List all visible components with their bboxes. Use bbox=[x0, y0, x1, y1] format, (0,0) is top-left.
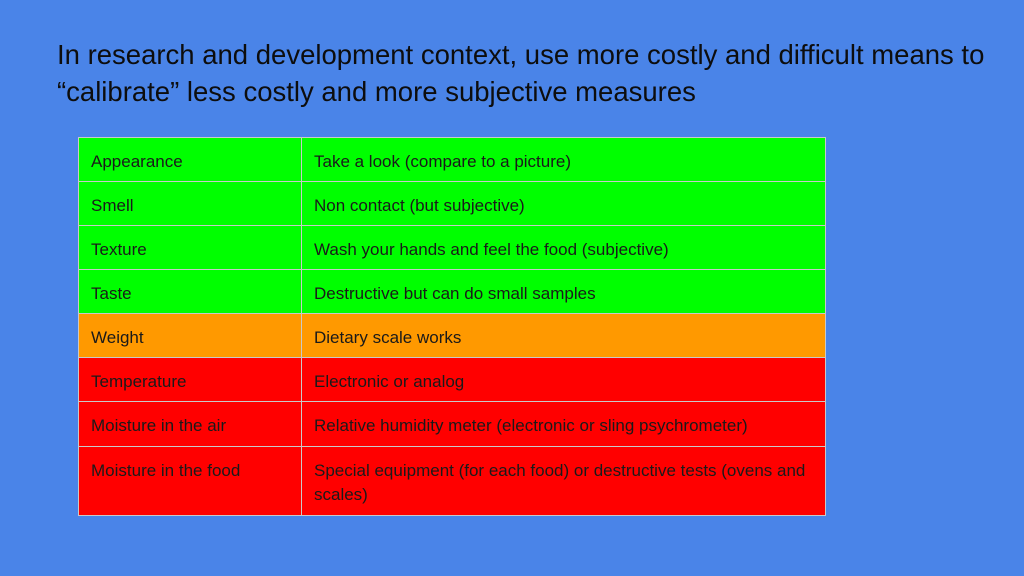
measure-cell: Moisture in the food bbox=[78, 446, 302, 516]
method-cell: Electronic or analog bbox=[301, 357, 826, 402]
method-cell: Dietary scale works bbox=[301, 313, 826, 358]
method-cell: Take a look (compare to a picture) bbox=[301, 137, 826, 182]
table-row: Texture Wash your hands and feel the foo… bbox=[78, 225, 826, 270]
table-row: Moisture in the air Relative humidity me… bbox=[78, 401, 826, 447]
measure-cell: Weight bbox=[78, 313, 302, 358]
table-row: Smell Non contact (but subjective) bbox=[78, 181, 826, 226]
method-cell: Special equipment (for each food) or des… bbox=[301, 446, 826, 516]
method-cell: Non contact (but subjective) bbox=[301, 181, 826, 226]
measure-cell: Temperature bbox=[78, 357, 302, 402]
measure-cell: Moisture in the air bbox=[78, 401, 302, 447]
measure-cell: Appearance bbox=[78, 137, 302, 182]
method-cell: Destructive but can do small samples bbox=[301, 269, 826, 314]
measurement-table-container: Appearance Take a look (compare to a pic… bbox=[78, 137, 826, 516]
measure-cell: Texture bbox=[78, 225, 302, 270]
method-cell: Wash your hands and feel the food (subje… bbox=[301, 225, 826, 270]
table-row: Weight Dietary scale works bbox=[78, 313, 826, 358]
table-row: Appearance Take a look (compare to a pic… bbox=[78, 137, 826, 182]
measure-cell: Taste bbox=[78, 269, 302, 314]
table-row: Taste Destructive but can do small sampl… bbox=[78, 269, 826, 314]
measurement-table: Appearance Take a look (compare to a pic… bbox=[78, 137, 826, 516]
table-row: Temperature Electronic or analog bbox=[78, 357, 826, 402]
table-row: Moisture in the food Special equipment (… bbox=[78, 446, 826, 516]
measure-cell: Smell bbox=[78, 181, 302, 226]
slide-title: In research and development context, use… bbox=[57, 39, 985, 107]
method-cell: Relative humidity meter (electronic or s… bbox=[301, 401, 826, 447]
